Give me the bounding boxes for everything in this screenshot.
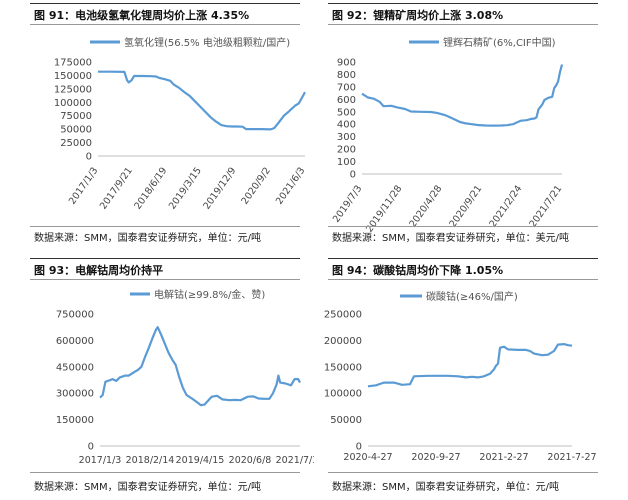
y-tick-label: 125000 — [54, 84, 92, 95]
series-line — [367, 342, 573, 388]
y-tick-label: 0 — [88, 442, 94, 453]
y-tick-label: 600000 — [56, 336, 94, 347]
y-tick-label: 150000 — [324, 362, 362, 373]
top-rule — [30, 3, 300, 4]
source-rule — [328, 226, 598, 227]
legend-label: 电解钴(≥99.8%/金、赞) — [154, 288, 265, 301]
y-tick-label: 75000 — [60, 111, 92, 122]
top-rule — [328, 258, 598, 259]
y-tick-label: 200 — [337, 145, 356, 156]
y-tick-label: 500 — [337, 107, 356, 118]
y-tick-label: 900 — [337, 58, 356, 69]
y-tick-label: 100000 — [324, 389, 362, 400]
x-tick-label: 2021-7-27 — [547, 452, 596, 463]
electrolytic-cobalt-price-chart: 0 150000 300000 450000 600000 750000 2017/1/3 2… — [56, 288, 314, 466]
title-underline — [328, 279, 598, 280]
lithium-hydroxide-price-chart: 0 25000 50000 75000 100000 125000 150000 175000… — [54, 36, 308, 212]
x-tick-label: 2020-4-27 — [343, 452, 392, 463]
y-tick-label: 100000 — [54, 98, 92, 109]
x-tick-label: 2021/7/21 — [528, 183, 565, 229]
y-tick-label: 700 — [337, 82, 356, 93]
cobalt-carbonate-price-chart: 0 50000 100000 150000 200000 250000 2020-4-27 2… — [324, 290, 597, 463]
figure-title: 图 93：电解钴周均价持平 — [34, 264, 164, 277]
x-tick-label: 2017/1/3 — [67, 165, 100, 206]
y-tick-label: 450000 — [56, 362, 94, 373]
title-underline — [328, 24, 598, 25]
x-tick-label: 2020-9-27 — [411, 452, 460, 463]
source-note: 数据来源：SMM，国泰君安证券研究，单位：元/吨 — [34, 482, 261, 493]
series-line — [99, 326, 301, 407]
y-tick-label: 400 — [337, 120, 356, 131]
figure-title: 图 94：碳酸钴周均价下降 1.05% — [332, 264, 504, 277]
y-tick-label: 600 — [337, 95, 356, 106]
y-tick-label: 50000 — [330, 415, 362, 426]
y-tick-label: 25000 — [60, 138, 92, 149]
y-tick-label: 175000 — [54, 58, 92, 69]
x-tick-label: 2021-2-27 — [479, 452, 528, 463]
y-tick-label: 0 — [350, 170, 356, 181]
x-tick-label: 2020/4/28 — [408, 183, 445, 229]
y-tick-label: 0 — [86, 152, 92, 163]
figure-title: 图 91：电池级氢氧化锂周均价上涨 4.35% — [34, 9, 250, 22]
source-rule — [328, 472, 598, 473]
legend-label: 锂辉石精矿(6%,CIF中国) — [443, 36, 556, 49]
series-line — [98, 70, 306, 131]
x-tick-label: 2019/4/15 — [176, 455, 225, 466]
y-tick-label: 200000 — [324, 336, 362, 347]
y-tick-label: 150000 — [54, 71, 92, 82]
legend-label: 氢氧化锂(56.5% 电池级粗颗粒/国产) — [124, 36, 290, 49]
x-tick-label: 2021/7/30 — [276, 455, 314, 466]
source-note: 数据来源：SMM，国泰君安证券研究，单位：元/吨 — [332, 482, 559, 493]
x-tick-label: 2020/9/2 — [239, 165, 272, 206]
y-tick-label: 300000 — [56, 389, 94, 400]
y-tick-label: 50000 — [60, 125, 92, 136]
source-rule — [30, 226, 300, 227]
x-tick-label: 2019/3/15 — [167, 165, 204, 211]
legend-label: 碳酸钴(≥46%/国产) — [426, 290, 518, 303]
source-note: 数据来源：SMM，国泰君安证券研究，单位：美元/吨 — [332, 233, 569, 244]
y-tick-label: 100 — [337, 157, 356, 168]
source-rule — [30, 472, 300, 473]
x-tick-label: 2019/12/9 — [202, 165, 239, 211]
y-tick-label: 250000 — [324, 310, 362, 321]
x-tick-label: 2017/9/21 — [98, 165, 135, 211]
y-tick-label: 300 — [337, 132, 356, 143]
title-underline — [30, 24, 300, 25]
source-note: 数据来源：SMM，国泰君安证券研究，单位：元/吨 — [34, 233, 261, 244]
x-tick-label: 2021/2/24 — [488, 183, 525, 229]
y-tick-label: 0 — [356, 442, 362, 453]
x-tick-label: 2021/6/3 — [274, 165, 307, 206]
x-tick-label: 2018/6/19 — [133, 165, 170, 211]
y-tick-label: 150000 — [56, 415, 94, 426]
y-tick-label: 750000 — [56, 310, 94, 321]
x-tick-label: 2020/6/8 — [229, 455, 272, 466]
y-tick-label: 800 — [337, 70, 356, 81]
title-underline — [30, 279, 300, 280]
series-line — [361, 64, 564, 127]
x-tick-label: 2017/1/3 — [79, 455, 122, 466]
figure-title: 图 92：锂精矿周均价上涨 3.08% — [332, 9, 504, 22]
top-rule — [30, 258, 300, 259]
x-tick-label: 2019/7/3 — [331, 183, 364, 224]
x-tick-label: 2020/9/21 — [448, 183, 485, 229]
top-rule — [328, 3, 598, 4]
x-tick-label: 2018/2/14 — [126, 455, 175, 466]
